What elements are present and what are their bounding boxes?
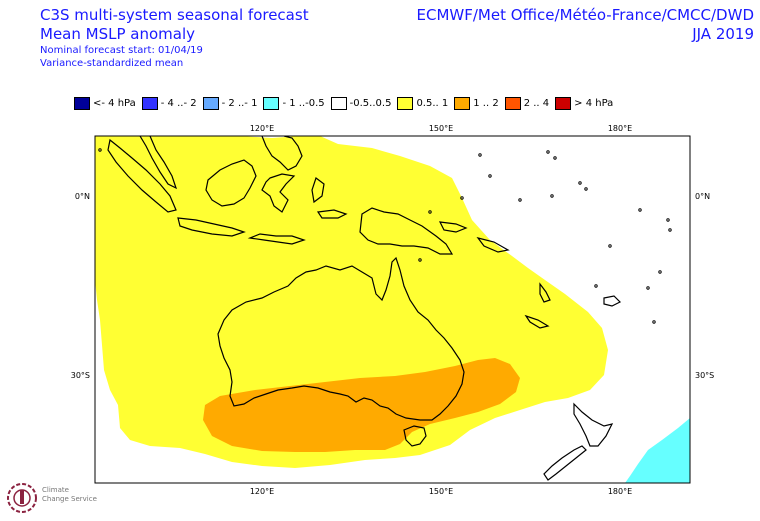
anomaly-region-cyan [625, 418, 690, 483]
tick-bottom-180e: 180°E [608, 487, 632, 496]
source-block: ECMWF/Met Office/Météo-France/CMCC/DWD J… [417, 6, 755, 44]
legend-label: - 4 ..- 2 [160, 97, 197, 109]
coast-new-zealand-south [543, 445, 587, 481]
legend-label: <- 4 hPa [93, 97, 136, 109]
tick-top-120e: 120°E [250, 124, 274, 133]
climate-service-logo-icon [7, 483, 37, 513]
coast-new-caledonia [524, 314, 550, 329]
coast-vanuatu [539, 282, 551, 303]
legend-item: - 1 ..-0.5 [263, 96, 330, 110]
small-islands [98, 148, 672, 324]
legend-swatch [397, 96, 414, 110]
legend-item: > 4 hPa [555, 96, 619, 110]
tick-left-0n: 0°N [75, 192, 90, 201]
coastlines [107, 136, 622, 481]
title: C3S multi-system seasonal forecast [40, 6, 309, 24]
logo-text: Climate Change Service [42, 486, 97, 504]
logo-line1: Climate [42, 486, 69, 494]
coast-moluccas [311, 177, 325, 204]
coast-new-zealand-north [573, 402, 614, 447]
legend-swatch [555, 96, 572, 110]
legend-item: 0.5.. 1 [397, 96, 454, 110]
legend-swatch [141, 96, 158, 110]
coast-sulawesi [261, 173, 296, 213]
forecast-start: Nominal forecast start: 01/04/19 [40, 45, 203, 56]
legend-swatch [263, 96, 280, 110]
coast-borneo [205, 159, 257, 207]
legend: <- 4 hPa - 4 ..- 2 - 2 ..- 1 - 1 ..-0.5 … [74, 94, 619, 112]
tick-top-180e: 180°E [608, 124, 632, 133]
coast-new-britain [438, 221, 468, 233]
coast-australia [217, 256, 465, 421]
legend-label: > 4 hPa [574, 97, 614, 109]
legend-label: 0.5.. 1 [416, 97, 449, 109]
coast-sumatra [107, 138, 177, 213]
coast-malaya [139, 136, 178, 190]
legend-item: -0.5..0.5 [330, 96, 398, 110]
coast-tasmania [403, 425, 427, 447]
tick-bottom-150e: 150°E [429, 487, 453, 496]
map-frame [94, 135, 691, 484]
subtitle: Mean MSLP anomaly [40, 25, 195, 43]
legend-label: 1 .. 2 [473, 97, 499, 109]
legend-label: - 1 ..-0.5 [282, 97, 325, 109]
tick-top-150e: 150°E [429, 124, 453, 133]
legend-item: <- 4 hPa [74, 96, 142, 110]
legend-item: 2 .. 4 [504, 96, 555, 110]
tick-left-30s: 30°S [71, 371, 90, 380]
legend-item: - 2 ..- 1 [202, 96, 264, 110]
coast-philippines [261, 136, 303, 171]
coast-solomon [476, 237, 510, 253]
coast-seram [316, 209, 348, 219]
coast-fiji [603, 295, 622, 307]
title-block: C3S multi-system seasonal forecast Mean … [40, 6, 309, 70]
legend-label: 2 .. 4 [523, 97, 550, 109]
tick-bottom-120e: 120°E [250, 487, 274, 496]
legend-item: - 4 ..- 2 [141, 96, 203, 110]
coast-new-guinea [359, 207, 454, 255]
logo-line2: Change Service [42, 495, 97, 503]
coast-java [177, 217, 246, 237]
coast-lesser-sunda [247, 233, 306, 245]
legend-label: -0.5..0.5 [349, 97, 392, 109]
legend-swatch [74, 96, 90, 110]
source-centres: ECMWF/Met Office/Météo-France/CMCC/DWD [416, 6, 755, 24]
method-note: Variance-standardized mean [40, 58, 184, 69]
legend-swatch [202, 96, 219, 110]
season: JJA 2019 [692, 25, 754, 43]
tick-right-0n: 0°N [695, 192, 710, 201]
legend-swatch [454, 96, 471, 110]
legend-label: - 2 ..- 1 [221, 97, 258, 109]
tick-right-30s: 30°S [695, 371, 714, 380]
anomaly-region-orange [203, 358, 520, 452]
legend-swatch [504, 96, 521, 110]
legend-swatch [330, 96, 347, 110]
legend-item: 1 .. 2 [454, 96, 504, 110]
